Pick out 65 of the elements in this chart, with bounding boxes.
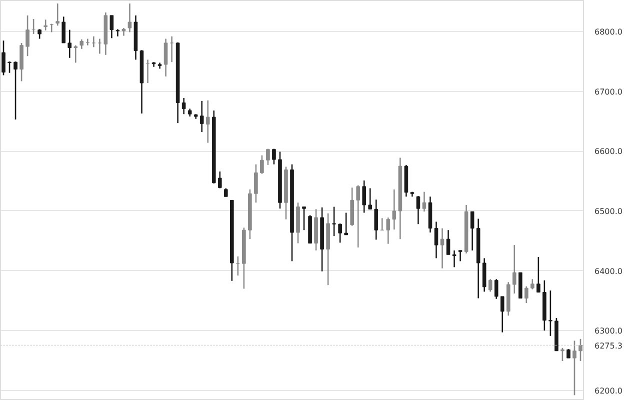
candlestick: [20, 42, 24, 82]
candlestick: [440, 228, 444, 270]
candlestick: [74, 44, 78, 64]
candlestick: [548, 290, 552, 337]
candlestick: [68, 29, 72, 59]
candlestick: [38, 28, 42, 40]
candlestick: [488, 278, 492, 292]
candlestick: [110, 14, 114, 39]
candlestick: [446, 229, 450, 256]
candlestick: [482, 258, 486, 292]
candlestick: [470, 210, 474, 252]
candlestick: [458, 250, 462, 262]
candlestick: [338, 222, 342, 244]
candlestick: [200, 100, 204, 133]
candlestick: [434, 221, 438, 259]
candlestick: [266, 148, 270, 166]
y-tick-label: 6400.0: [594, 266, 622, 276]
candlestick: [56, 2, 60, 26]
candlestick: [530, 278, 534, 290]
candlestick: [260, 154, 264, 175]
candlestick: [14, 60, 18, 120]
candlestick: [98, 38, 102, 54]
candlestick: [170, 36, 174, 63]
candlestick: [524, 286, 528, 304]
candlestick: [560, 347, 564, 362]
candlestick: [8, 60, 12, 74]
candlestick: [536, 256, 540, 293]
candlestick: [254, 164, 258, 204]
y-tick-label: 6800.0: [594, 28, 622, 37]
candlestick: [44, 18, 48, 32]
candlestick: [272, 148, 276, 165]
candlestick: [302, 206, 306, 231]
candlestick: [512, 244, 516, 294]
candlestick: [80, 38, 84, 50]
candlestick: [206, 100, 210, 144]
y-tick-label: 6200.0: [594, 386, 622, 396]
candlestick: [362, 180, 366, 214]
candlestick: [374, 198, 378, 240]
y-tick-label: 6500.0: [594, 206, 622, 216]
candlestick: [572, 340, 576, 396]
y-tick-label: 6600.0: [594, 147, 622, 156]
y-tick-label: 6700.0: [594, 87, 622, 96]
y-tick-label: 6300.0: [594, 326, 622, 336]
candlestick: [356, 184, 360, 248]
candlestick: [494, 278, 498, 300]
candlestick: [578, 338, 582, 362]
candlestick: [62, 16, 66, 44]
candlestick: [2, 40, 6, 76]
candlestick: [392, 188, 396, 230]
candlestick: [218, 170, 222, 189]
candlestick: [452, 250, 456, 268]
ref-line-label: 6275.3: [594, 341, 622, 350]
candlestick: [344, 212, 348, 236]
candlestick: [26, 14, 30, 57]
candlestick: [368, 188, 372, 210]
candlestick: [332, 206, 336, 237]
candlestick: [422, 191, 426, 212]
candlestick: [116, 28, 120, 38]
candlestick: [182, 97, 186, 115]
candlestick: [386, 216, 390, 244]
candlestick: [416, 195, 420, 225]
candlestick: [128, 2, 132, 33]
candlestick: [500, 296, 504, 333]
candlestick: [164, 38, 168, 78]
candlestick: [92, 36, 96, 48]
